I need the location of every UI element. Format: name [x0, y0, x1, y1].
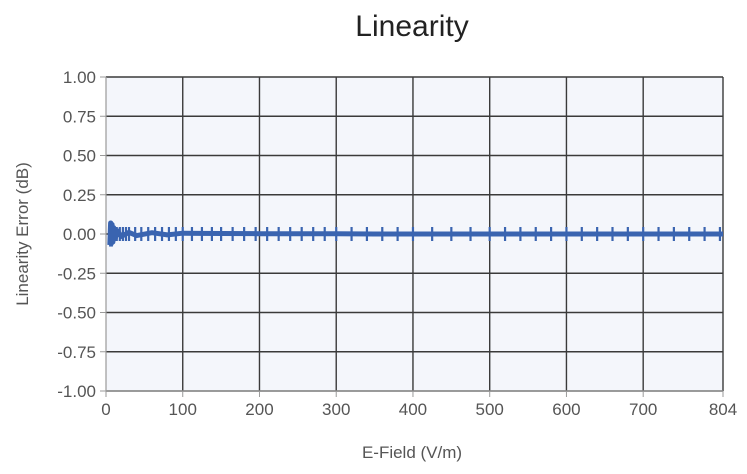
y-tick-label: -0.25	[57, 264, 96, 283]
x-tick-label: 700	[629, 400, 657, 419]
y-tick-label: 0.25	[63, 186, 96, 205]
series-markers	[109, 221, 722, 247]
x-tick-label: 400	[399, 400, 427, 419]
y-axis-label: Linearity Error (dB)	[13, 162, 32, 306]
y-tick-label: 1.00	[63, 68, 96, 87]
y-tick-label: -1.00	[57, 382, 96, 401]
y-tick-labels: 1.00 0.75 0.50 0.25 0.00 -0.25 -0.50 -0.75 -1.00	[57, 68, 96, 401]
y-tick-label: -0.50	[57, 304, 96, 323]
x-tick-labels: 0 100 200 300 400 500 600 700 804	[101, 400, 737, 419]
grid-lines	[106, 76, 724, 392]
x-tick-label: 804	[709, 400, 737, 419]
x-axis-label: E-Field (V/m)	[362, 443, 462, 462]
x-tick-label: 300	[322, 400, 350, 419]
y-tick-label: 0.75	[63, 107, 96, 126]
y-tick-label: 0.50	[63, 147, 96, 166]
x-tick-label: 100	[169, 400, 197, 419]
x-tick-label: 0	[101, 400, 110, 419]
chart-title: Linearity	[355, 10, 468, 43]
x-tick-label: 600	[552, 400, 580, 419]
x-tick-label: 200	[245, 400, 273, 419]
axes	[100, 76, 724, 397]
y-tick-label: -0.75	[57, 343, 96, 362]
x-tick-label: 500	[476, 400, 504, 419]
series-start-cluster	[109, 221, 113, 247]
y-tick-label: 0.00	[63, 225, 96, 244]
